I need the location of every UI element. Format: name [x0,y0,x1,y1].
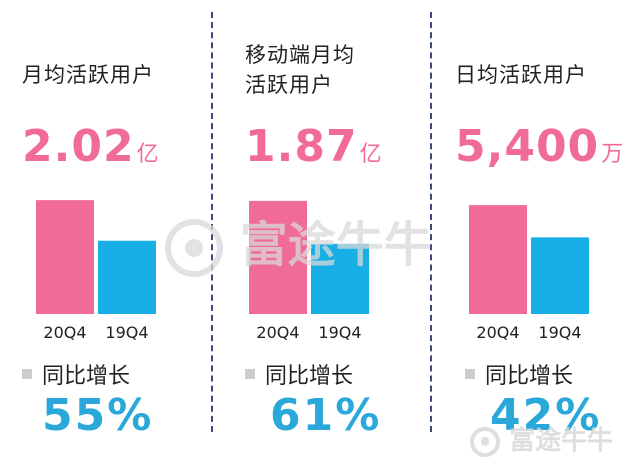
panel-title: 月均活跃用户 [22,63,154,87]
bar-chart: 20Q4 19Q4 [469,205,589,342]
metric-unit: 亿 [359,142,383,167]
growth-label-text: 同比增长 [42,364,131,389]
bar-19q4 [311,243,369,314]
bar-chart: 20Q4 19Q4 [249,200,369,342]
metric-number: 5,400 [455,121,600,172]
bar-20q4 [249,200,307,314]
category-label: 19Q4 [538,323,581,342]
growth-label-text: 同比增长 [265,364,354,389]
bar-chart: 20Q4 19Q4 [36,200,156,342]
bar-20q4 [36,200,94,314]
panel-mau: 月均活跃用户 2.02亿 20Q4 19Q4 同比增长 55% [22,0,207,470]
legend-marker [22,369,32,379]
bar-20q4 [469,205,527,314]
divider-line [211,12,213,432]
growth-value: 42% [490,390,602,441]
growth-label-text: 同比增长 [485,364,574,389]
panel-mobile-mau: 移动端月均 活跃用户 1.87亿 20Q4 19Q4 同比增长 61% [245,0,425,470]
panel-title: 日均活跃用户 [455,63,587,87]
metric-value: 5,400万 [455,122,624,180]
category-label: 19Q4 [318,323,361,342]
growth-value: 61% [270,390,382,441]
legend-marker [245,369,255,379]
category-label: 20Q4 [43,323,86,342]
watermark-text: 富途牛牛 [509,426,614,456]
watermark-text: 富途牛牛 [239,217,432,273]
growth-label: 同比增长 [22,358,130,390]
metric-number: 2.02 [22,121,135,172]
metric-number: 1.87 [245,121,358,172]
metric-unit: 亿 [136,142,160,167]
category-label: 20Q4 [256,323,299,342]
metric-value: 2.02亿 [22,122,160,180]
category-label: 20Q4 [476,323,519,342]
legend-marker [465,369,475,379]
growth-label: 同比增长 [245,358,353,390]
category-label: 19Q4 [105,323,148,342]
panel-title: 移动端月均 活跃用户 [245,43,355,97]
metric-unit: 万 [601,142,625,167]
bar-19q4 [531,237,589,314]
panel-dau: 日均活跃用户 5,400万 20Q4 19Q4 同比增长 42% [455,0,635,470]
watermark: 富途牛牛 [165,205,432,277]
divider-line [430,12,432,432]
bar-19q4 [98,240,156,314]
watermark-logo-icon [165,219,223,277]
growth-label: 同比增长 [465,358,573,390]
growth-value: 55% [42,390,154,441]
watermark-logo-icon [470,426,500,457]
watermark-corner: 富途牛牛 [470,420,613,457]
metric-value: 1.87亿 [245,122,383,180]
